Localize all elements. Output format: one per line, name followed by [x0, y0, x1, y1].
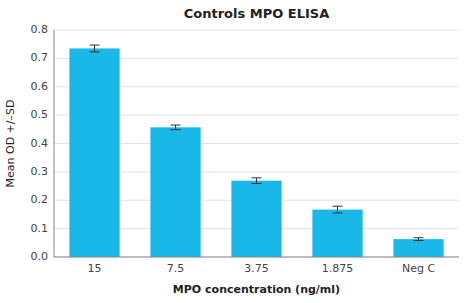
x-tick-label: 15 [88, 262, 102, 275]
bar [69, 48, 119, 257]
error-bar [414, 238, 424, 241]
y-tick-label: 0.6 [31, 80, 49, 93]
error-line [94, 45, 95, 52]
error-cap [414, 237, 424, 238]
x-axis-line [54, 257, 459, 258]
bar [150, 127, 200, 257]
x-axis-label: MPO concentration (ng/ml) [173, 283, 340, 296]
error-bar [171, 125, 181, 130]
error-cap [333, 213, 343, 214]
x-tick-label: Neg C [402, 262, 435, 275]
x-tick-label: 7.5 [167, 262, 185, 275]
chart-container: 0.0 0.1 0.2 0.3 0.4 0.5 0.6 0.7 0.8 15 7.5 3.75 1.87… [0, 0, 473, 303]
chart-svg: 0.0 0.1 0.2 0.3 0.4 0.5 0.6 0.7 0.8 15 7.5 3.75 1.87… [0, 0, 473, 303]
error-cap [171, 129, 181, 130]
y-axis: 0.0 0.1 0.2 0.3 0.4 0.5 0.6 0.7 0.8 [31, 23, 49, 263]
error-bar [252, 178, 262, 184]
y-tick-label: 0.3 [31, 165, 49, 178]
y-tick-label: 0.7 [31, 51, 49, 64]
error-line [175, 125, 176, 130]
y-tick-label: 0.5 [31, 108, 49, 121]
y-tick-label: 0.8 [31, 23, 49, 36]
grid-line [54, 30, 459, 31]
error-cap [90, 45, 100, 46]
y-tick-label: 0.4 [31, 137, 49, 150]
error-bar [90, 45, 100, 52]
error-cap [252, 183, 262, 184]
error-cap [252, 177, 262, 178]
title: Controls MPO ELISA [184, 6, 329, 21]
x-tick-label: 3.75 [244, 262, 269, 275]
error-line [256, 178, 257, 184]
y-axis-label: Mean OD +/–SD [4, 100, 17, 188]
error-cap [171, 125, 181, 126]
error-bar [333, 206, 343, 213]
bar [312, 210, 362, 257]
y-tick-label: 0.2 [31, 193, 49, 206]
bar [393, 239, 443, 257]
bars [69, 45, 443, 257]
bar [231, 181, 281, 257]
error-cap [414, 240, 424, 241]
error-cap [333, 206, 343, 207]
grid-line [54, 257, 459, 258]
x-axis: 15 7.5 3.75 1.875 Neg C [88, 262, 436, 275]
y-tick-label: 0.1 [31, 222, 49, 235]
error-line [337, 206, 338, 213]
grid [54, 30, 459, 257]
y-tick-label: 0.0 [31, 250, 49, 263]
y-axis-line [54, 30, 55, 257]
x-tick-label: 1.875 [322, 262, 354, 275]
error-cap [90, 51, 100, 52]
